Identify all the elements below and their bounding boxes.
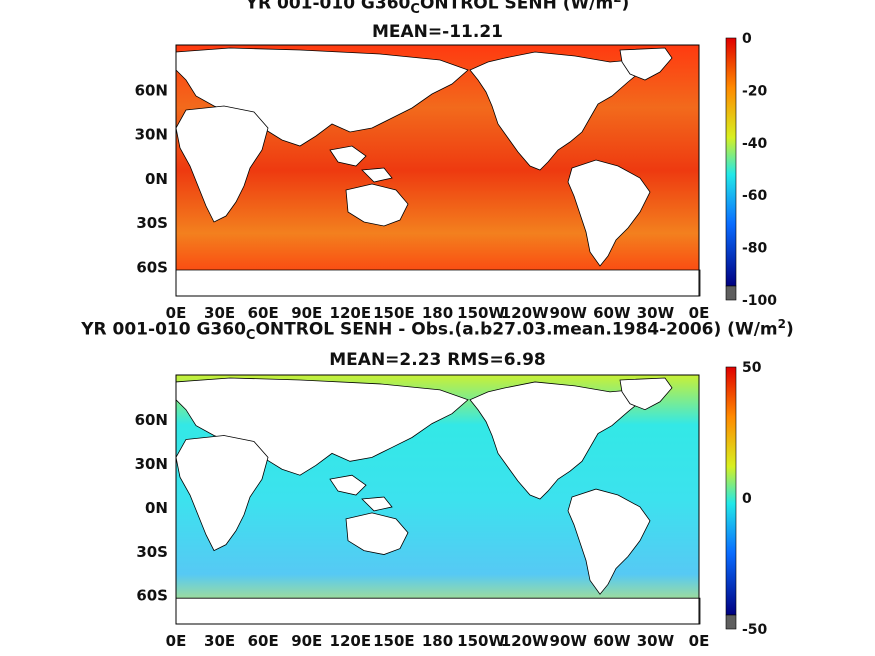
colorbar-tick-label: -40: [742, 136, 768, 152]
x-tick-label: 180: [422, 632, 453, 650]
y-tick-label: 30S: [136, 543, 168, 561]
map-panel-2: 60N 30N 0N 30S 60S 0E 30E 60E 90E 120E 150E 180 150W…: [135, 374, 710, 650]
x-tick-label: 120W: [501, 632, 549, 650]
y-tick-label: 60S: [136, 587, 168, 605]
colorbar-tick-label: -80: [742, 241, 768, 257]
x-tick-label: 0E: [689, 632, 710, 650]
x-tick-label: 90E: [291, 304, 322, 322]
x-tick-label: 60E: [248, 304, 279, 322]
panel1-subtitle: MEAN=-11.21: [372, 22, 503, 42]
y-tick-label: 60N: [135, 411, 168, 429]
colorbar-tick-label: -50: [742, 622, 768, 638]
y-tick-label: 0N: [145, 170, 168, 188]
y-tick-label: 30S: [136, 214, 168, 232]
colorbar-2: 50 0 -50: [725, 360, 768, 638]
x-tick-label: 90W: [550, 304, 588, 322]
y-tick-label: 30N: [135, 126, 168, 144]
colorbar-undef-swatch: [725, 614, 737, 630]
colorbar-tick-label: 0: [742, 491, 752, 507]
x-tick-label: 30W: [637, 632, 675, 650]
map-frame: [175, 374, 700, 625]
colorbar-tick-label: 50: [742, 360, 762, 376]
map-panel-1: 60N 30N 0N 30S 60S 0E 30E 60E 90E 120E 150E 180 150W…: [135, 44, 710, 322]
x-tick-label: 120E: [330, 632, 372, 650]
x-tick-label: 0E: [166, 304, 187, 322]
x-tick-label: 90E: [291, 632, 322, 650]
x-tick-label: 150W: [457, 632, 505, 650]
colorbar-undef-swatch: [725, 285, 737, 301]
y-tick-label: 60N: [135, 81, 168, 99]
x-tick-label: 30E: [204, 304, 235, 322]
x-tick-label: 0E: [166, 632, 187, 650]
x-tick-label: 60W: [593, 304, 631, 322]
colorbar-tick-label: -100: [742, 293, 777, 309]
x-tick-label: 120E: [330, 304, 372, 322]
x-tick-label: 120W: [501, 304, 549, 322]
x-tick-label: 150W: [457, 304, 505, 322]
x-tick-label: 90W: [550, 632, 588, 650]
panel2-subtitle: MEAN=2.23 RMS=6.98: [329, 350, 546, 370]
colorbar-tick-label: -20: [742, 83, 768, 99]
x-tick-label: 60E: [248, 632, 279, 650]
map-frame: [175, 44, 700, 297]
panel1-title: YR 001-010 G360CONTROL SENH (W/m2): [245, 0, 630, 18]
x-tick-label: 150E: [373, 304, 415, 322]
colorbar-gradient: [725, 37, 737, 287]
y-tick-label: 60S: [136, 258, 168, 276]
y-tick-label: 0N: [145, 499, 168, 517]
x-tick-label: 0E: [689, 304, 710, 322]
x-tick-label: 30W: [637, 304, 675, 322]
colorbar-gradient: [725, 366, 737, 616]
x-tick-label: 180: [422, 304, 453, 322]
colorbar-tick-label: -60: [742, 188, 768, 204]
x-tick-label: 60W: [593, 632, 631, 650]
panel2-title: YR 001-010 G360CONTROL SENH - Obs.(a.b27…: [81, 317, 794, 344]
x-tick-label: 30E: [204, 632, 235, 650]
x-tick-label: 150E: [373, 632, 415, 650]
colorbar-tick-label: 0: [742, 31, 752, 47]
colorbar-1: 0 -20 -40 -60 -80 -100: [725, 31, 777, 309]
y-tick-label: 30N: [135, 455, 168, 473]
